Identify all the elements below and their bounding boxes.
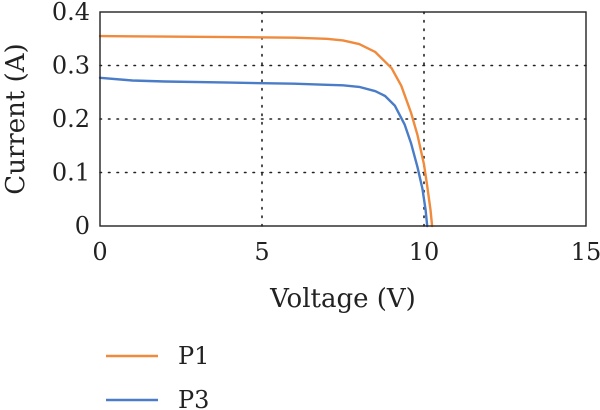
- grid: [99, 11, 587, 227]
- plot-frame: [99, 11, 587, 227]
- y-tick-label: 0.1: [52, 159, 90, 187]
- y-tick-label: 0: [75, 212, 90, 240]
- x-tick-label: 15: [571, 238, 600, 266]
- legend-label-p1: P1: [178, 342, 209, 370]
- x-tick-label: 0: [92, 238, 107, 266]
- tick-labels: 0 5 10 15 0 0.1 0.2 0.3 0.4: [52, 0, 600, 266]
- y-axis-title: Current (A): [1, 43, 31, 194]
- series-line-p3: [98, 76, 429, 228]
- x-axis-title: Voltage (V): [269, 284, 416, 314]
- y-tick-label: 0.4: [52, 0, 90, 26]
- legend: P1 P3: [106, 342, 209, 410]
- series-line-p1: [98, 34, 434, 228]
- y-tick-label: 0.2: [52, 105, 90, 133]
- y-tick-label: 0.3: [52, 52, 90, 80]
- x-tick-label: 10: [409, 238, 440, 266]
- series-lines: [98, 34, 434, 228]
- legend-label-p3: P3: [178, 386, 209, 410]
- x-tick-label: 5: [254, 238, 269, 266]
